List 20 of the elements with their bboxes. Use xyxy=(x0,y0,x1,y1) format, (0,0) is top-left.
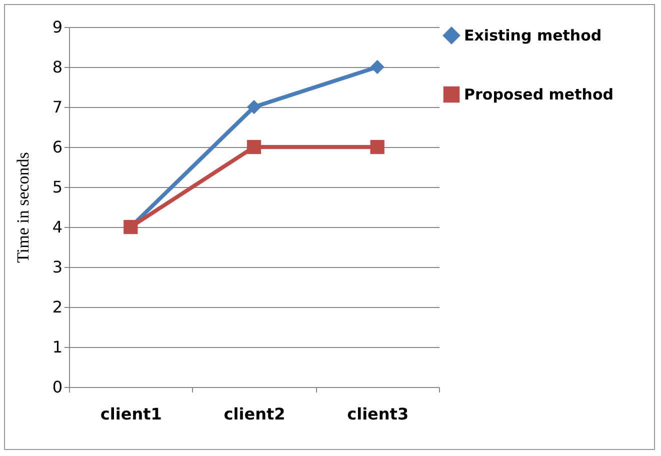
y-tick-label: 6 xyxy=(52,138,62,156)
y-tick-label: 0 xyxy=(52,378,62,396)
y-tick-label: 7 xyxy=(52,98,62,116)
point xyxy=(246,100,262,114)
x-tick-label: client3 xyxy=(347,404,409,424)
point xyxy=(370,140,384,154)
y-tick-label: 3 xyxy=(52,258,62,276)
point xyxy=(370,60,384,74)
y-tick-label: 5 xyxy=(52,178,62,196)
y-tick-label: 4 xyxy=(52,218,62,236)
y-axis-title: Time in seconds xyxy=(13,152,32,263)
legend-label: Existing method xyxy=(464,26,602,44)
point xyxy=(246,140,262,154)
y-tick-label: 2 xyxy=(52,298,62,316)
legend-label: Proposed method xyxy=(464,86,614,104)
y-tick-label: 9 xyxy=(52,18,62,36)
x-tick-label: client1 xyxy=(100,404,162,424)
y-tick-label: 1 xyxy=(52,338,62,356)
y-tick-label: 8 xyxy=(52,58,62,76)
x-tick-label: client2 xyxy=(224,404,286,424)
